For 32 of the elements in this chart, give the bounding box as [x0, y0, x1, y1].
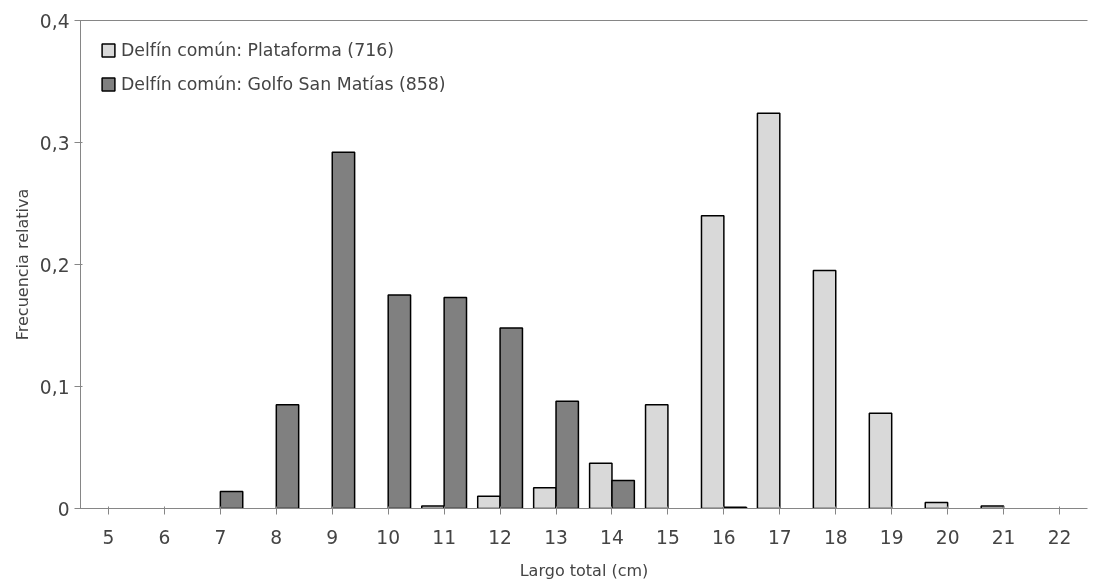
x-tick-label: 6 — [158, 526, 171, 548]
y-axis-title: Frecuencia relativa — [12, 188, 32, 341]
x-tick-label: 11 — [432, 526, 457, 548]
x-tick-label: 7 — [214, 526, 227, 548]
x-tick-label: 22 — [1047, 526, 1072, 548]
bar — [980, 505, 1005, 509]
legend-label: Delfín común: Plataforma (716) — [121, 40, 394, 60]
x-tick-label: 16 — [711, 526, 736, 548]
x-tick-label: 8 — [270, 526, 283, 548]
y-tick-label: 0,3 — [39, 132, 70, 154]
y-tick-label: 0,1 — [39, 376, 70, 398]
y-tick-label: 0 — [57, 498, 70, 520]
x-axis-title: Largo total (cm) — [519, 560, 649, 580]
x-tick-label: 17 — [767, 526, 792, 548]
y-tick-label: 0,4 — [39, 10, 70, 32]
x-tick-label: 10 — [376, 526, 401, 548]
x-tick-label: 19 — [879, 526, 904, 548]
x-tick-label: 18 — [823, 526, 848, 548]
x-tick-label: 5 — [102, 526, 115, 548]
legend-label: Delfín común: Golfo San Matías (858) — [121, 74, 446, 94]
x-tick-label: 20 — [935, 526, 960, 548]
x-tick-label: 14 — [600, 526, 624, 548]
x-tick-label: 13 — [544, 526, 568, 548]
bar — [868, 412, 893, 509]
x-tick-label: 12 — [488, 526, 512, 548]
bar — [812, 269, 837, 509]
x-tick-label: 9 — [326, 526, 339, 548]
bar — [644, 404, 669, 509]
x-tick-label: 15 — [656, 526, 680, 548]
y-tick-label: 0,2 — [39, 254, 70, 276]
bar — [756, 112, 781, 509]
x-tick-label: 21 — [991, 526, 1016, 548]
